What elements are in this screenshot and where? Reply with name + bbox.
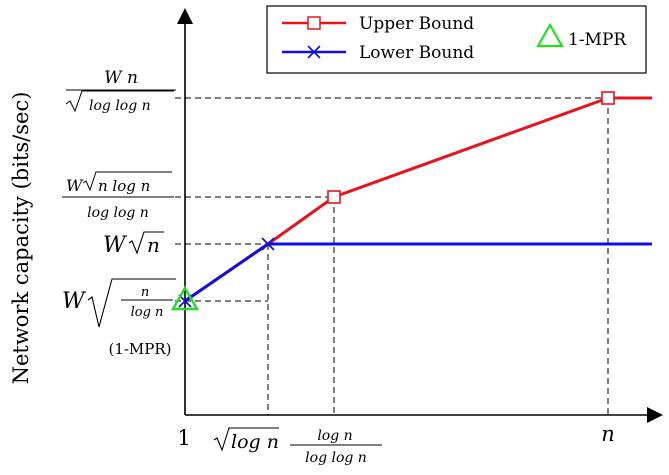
svg-text:W n: W n [104,68,138,88]
svg-text:n: n [141,285,149,300]
point-marker-lower-bound [261,237,275,251]
x-tick-label: log n log log n [290,428,382,466]
svg-text:W: W [62,289,87,314]
legend: Upper Bound Lower Bound 1-MPR [266,5,647,74]
svg-text:log log n: log log n [89,98,151,114]
svg-text:log n: log n [131,305,164,320]
svg-text:n log n: n log n [98,177,150,195]
svg-text:log n: log n [231,431,279,453]
legend-entry-lower-bound: Lower Bound [282,43,474,63]
y-tick-label: W n log n (1-MPR) [62,278,176,358]
point-marker-upper-bound [327,190,341,204]
svg-text:n: n [147,233,160,257]
marker-layer [170,91,615,311]
y-tick-label: W n log n log log n [62,171,174,221]
series-line-lower-bound [184,242,652,303]
legend-label-lower-bound: Lower Bound [359,43,474,63]
svg-text:log log n: log log n [305,450,367,466]
point-marker-upper-bound [601,91,615,105]
svg-text:W: W [103,233,128,258]
x-tick-label: n [601,422,615,446]
legend-label-upper-bound: Upper Bound [359,14,474,34]
x-tick-label: 1 [177,426,190,450]
legend-label-1-mpr: 1-MPR [568,30,627,50]
y-tick-label: W n log log n [65,68,176,114]
legend-entry-1-mpr: 1-MPR [536,22,627,50]
series-line-upper-bound [184,96,652,303]
y-axis-label: Network capacity (bits/sec) [9,92,33,385]
svg-text:W: W [66,176,84,195]
svg-text:log log n: log log n [87,205,149,221]
y-tick-sublabel: (1-MPR) [108,340,171,358]
series-layer [184,96,652,303]
point-marker-1-mpr [170,285,200,311]
dashed-guide-lines [175,97,609,415]
y-tick-label: W n [103,231,164,258]
x-tick-label: log n [213,427,279,453]
triangle-icon [536,22,564,48]
svg-text:log n: log n [317,428,352,444]
legend-entry-upper-bound: Upper Bound [282,14,474,34]
